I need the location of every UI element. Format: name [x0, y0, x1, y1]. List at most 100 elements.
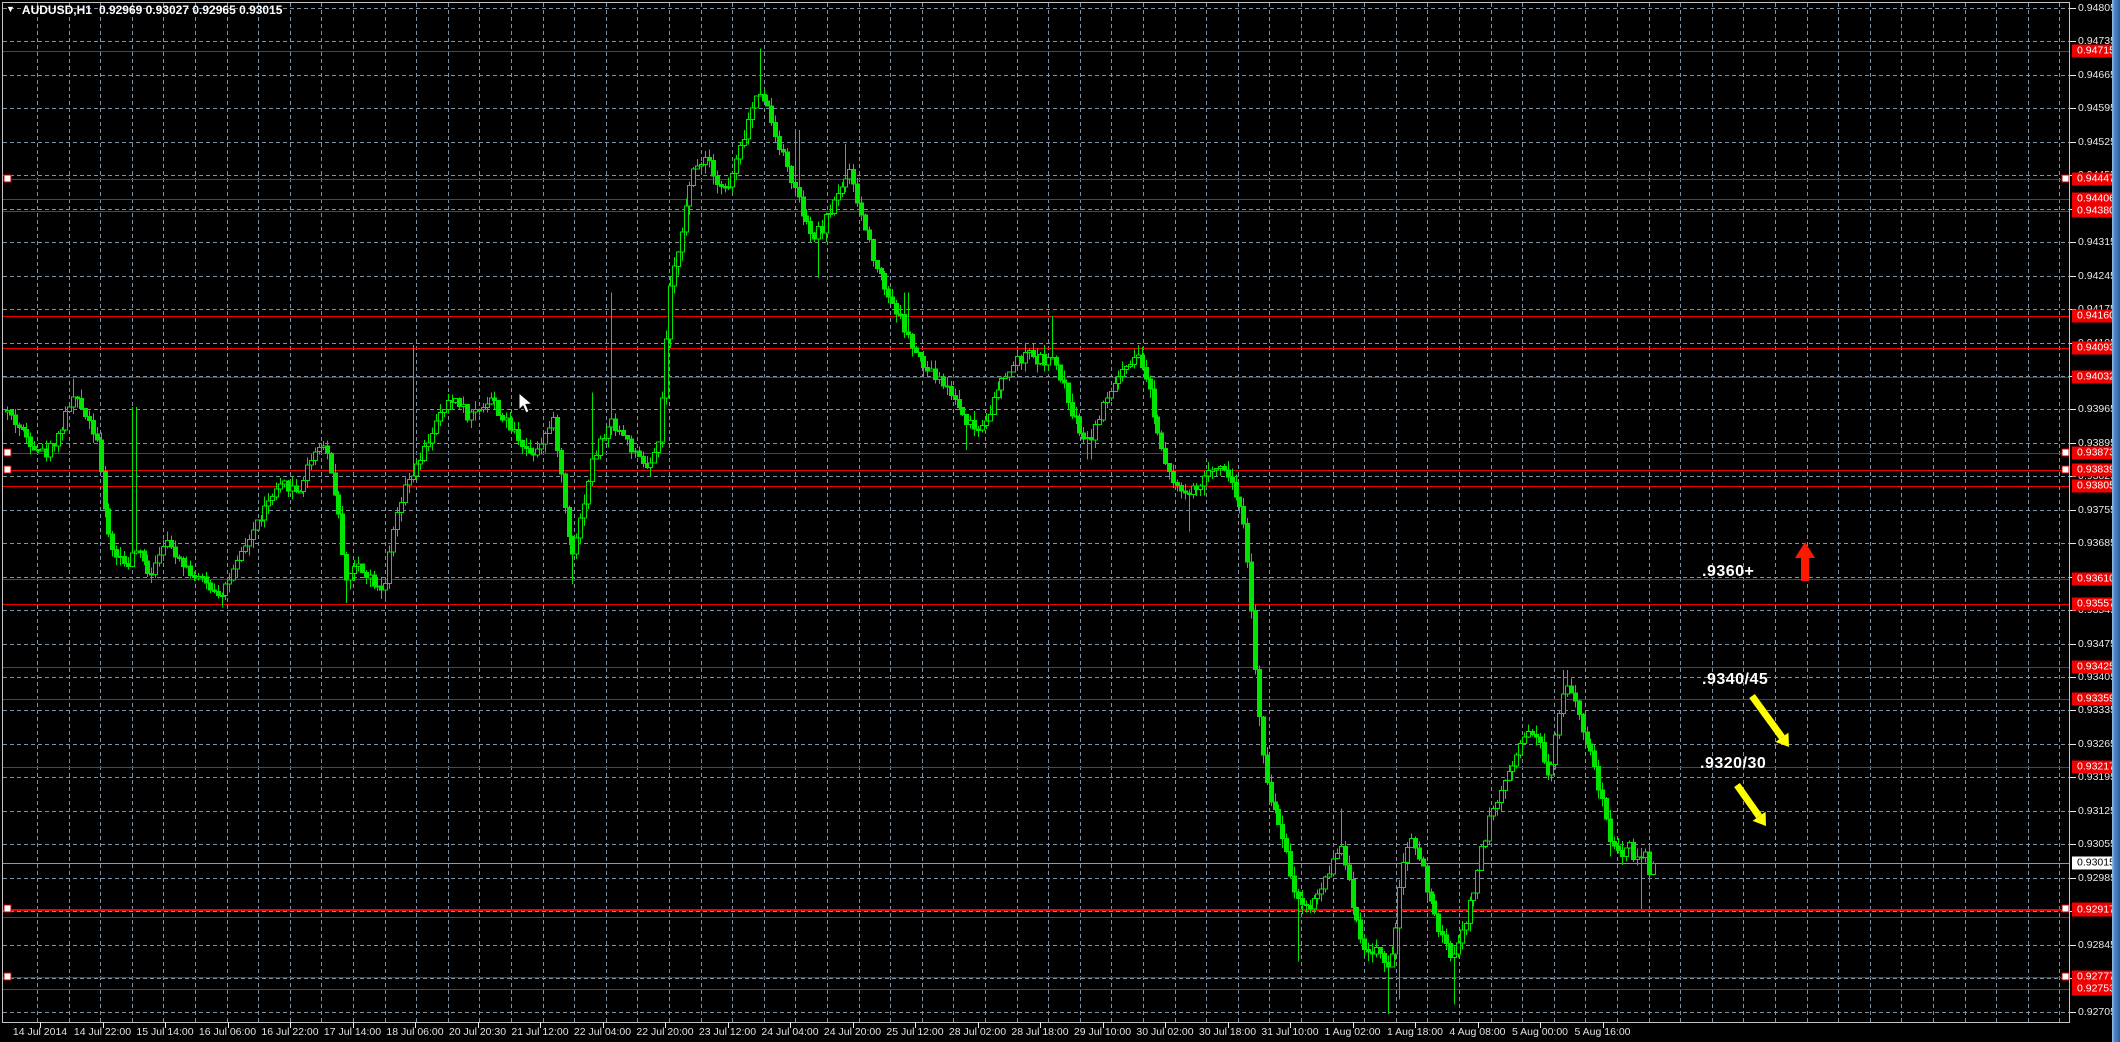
candle-body	[578, 517, 583, 539]
candle-body	[301, 480, 306, 493]
red-up-arrow-shaft[interactable]	[1801, 557, 1809, 581]
price-tick-label: 0.93265	[2078, 737, 2116, 750]
candle-body	[609, 418, 614, 428]
candle-body	[1339, 845, 1344, 854]
candle-body	[1163, 448, 1168, 465]
level-handle-0.92777[interactable]	[2061, 972, 2070, 981]
candle-body	[1015, 355, 1020, 366]
level-handle-0.92920[interactable]	[2061, 904, 2070, 913]
time-tick-label: 1 Aug 02:00	[1324, 1026, 1381, 1038]
candle-body	[1214, 467, 1219, 471]
candle-body	[278, 483, 283, 490]
candle-body	[1097, 419, 1102, 425]
candle-body	[703, 156, 708, 165]
candle-body	[980, 424, 985, 431]
candle-body	[282, 480, 287, 485]
price-tick-label: 0.93335	[2078, 704, 2116, 717]
yellow-arrow-shaft-1[interactable]	[1749, 693, 1785, 740]
candle-body	[1187, 492, 1192, 496]
candle-body	[138, 550, 143, 553]
time-tick-label: 15 Jul 14:00	[136, 1026, 194, 1038]
level-handle-0.93839[interactable]	[2061, 465, 2070, 474]
candle-body	[21, 427, 26, 431]
candle-body	[762, 94, 767, 102]
candle-body	[1503, 779, 1508, 791]
candle-body	[738, 145, 743, 160]
candle-body	[1444, 934, 1449, 944]
candle-body	[1136, 354, 1141, 359]
price-tick-label: 0.93965	[2078, 403, 2116, 416]
candle-body	[890, 296, 895, 304]
candle-body	[726, 186, 731, 189]
candle-body	[925, 367, 930, 372]
yellow-arrow-head-1[interactable]	[1775, 732, 1789, 747]
candle-body	[617, 429, 622, 432]
chart-title-ohlc: 0.92969 0.93027 0.92965 0.93015	[98, 3, 283, 17]
candle-body	[1241, 505, 1246, 525]
candle-body	[1495, 802, 1500, 810]
symbol-dropdown-icon[interactable]: ▼	[6, 4, 15, 14]
level-handle-0.92920[interactable]	[3, 904, 12, 913]
candle-body	[590, 458, 595, 482]
candle-body	[379, 585, 384, 591]
candle-body	[1046, 357, 1051, 366]
level-price-badge: 0.94715	[2072, 44, 2117, 58]
candle-body	[886, 288, 891, 298]
candle-body	[329, 453, 334, 474]
candle-body	[1397, 886, 1402, 929]
candle-body	[48, 443, 53, 458]
candle-body	[333, 472, 338, 496]
candle-body	[348, 572, 353, 581]
candle-body	[1023, 352, 1028, 364]
candle-body	[508, 417, 513, 431]
candle-body	[719, 184, 724, 187]
candle-body	[871, 239, 876, 261]
candle-body	[1557, 713, 1562, 736]
candle-body	[1522, 736, 1527, 745]
candle-body	[477, 409, 482, 412]
candle-body	[1124, 365, 1129, 371]
candle-body	[56, 433, 61, 447]
candle-body	[1604, 798, 1609, 820]
candle-body	[863, 214, 868, 231]
candle-body	[344, 553, 349, 581]
candle-body	[543, 432, 548, 445]
candle-body	[496, 400, 501, 417]
time-tick-label: 5 Aug 00:00	[1511, 1026, 1569, 1038]
time-axis[interactable]: 14 Jul 2014 14 Jul 22:00 15 Jul 14:00 16 Ju…	[0, 1024, 2120, 1042]
candle-body	[1210, 469, 1215, 472]
level-handle-0.93873[interactable]	[3, 448, 12, 457]
candle-body	[1358, 919, 1363, 940]
candle-body	[1265, 754, 1270, 784]
level-handle-0.93873[interactable]	[2061, 448, 2070, 457]
time-tick-label: 4 Aug 08:00	[1449, 1026, 1506, 1038]
level-handle-0.94447[interactable]	[2061, 174, 2070, 183]
level-handle-0.92777[interactable]	[3, 972, 12, 981]
candle-body	[118, 556, 123, 559]
candle-body	[99, 439, 104, 472]
level-handle-0.94447[interactable]	[3, 174, 12, 183]
yellow-arrow-shaft-2[interactable]	[1734, 782, 1762, 819]
candle-body	[1081, 432, 1086, 440]
price-tick-label: 0.94525	[2078, 135, 2116, 148]
candle-body	[13, 414, 18, 426]
candle-body	[879, 267, 884, 274]
candle-body	[106, 508, 111, 535]
annotation-label-9320-30[interactable]: .9320/30	[1700, 755, 1767, 772]
candle-body	[255, 519, 260, 531]
yellow-arrow-head-2[interactable]	[1752, 811, 1766, 826]
level-price-badge: 0.93805	[2072, 479, 2117, 493]
annotation-label-9340-45[interactable]: .9340/45	[1702, 671, 1769, 688]
time-tick-label: 28 Jul 18:00	[1011, 1026, 1069, 1038]
level-handle-0.93839[interactable]	[3, 465, 12, 474]
level-price-badge: 0.94160	[2072, 309, 2117, 323]
candle-body	[1351, 878, 1356, 908]
candle-body	[184, 565, 189, 568]
candle-body	[251, 529, 256, 541]
candle-body	[711, 160, 716, 177]
red-up-arrow-head[interactable]	[1795, 542, 1815, 558]
price-axis[interactable]: 0.94805 0.94735 0.94665 0.94595 0.94525 0.944…	[2071, 0, 2117, 1042]
annotation-label-9360[interactable]: .9360+	[1702, 563, 1755, 580]
time-tick-label: 22 Jul 20:00	[636, 1026, 694, 1038]
